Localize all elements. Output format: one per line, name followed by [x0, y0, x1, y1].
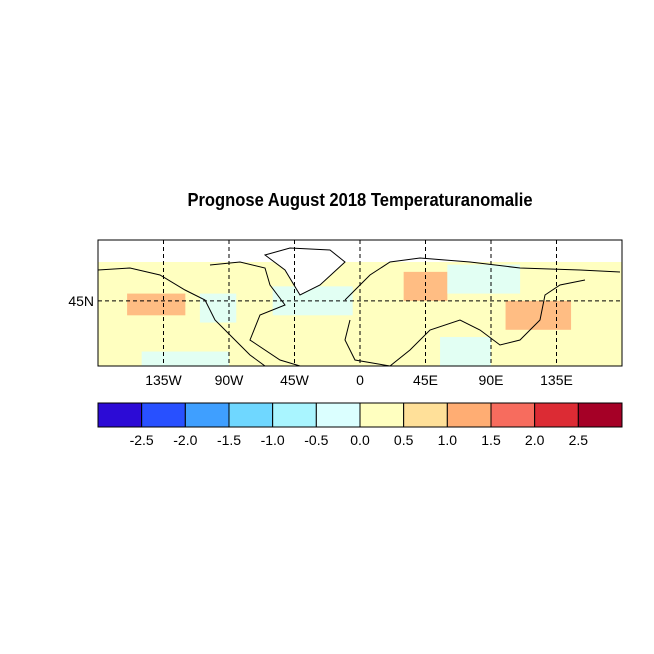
x-tick-label: 45E — [413, 372, 438, 388]
colorbar-label: 1.5 — [481, 432, 501, 448]
colorbar-label: -1.5 — [217, 432, 241, 448]
colorbar-label: 2.5 — [569, 432, 589, 448]
colorbar-swatch — [272, 402, 317, 428]
anomaly-region — [141, 351, 229, 366]
colorbar-swatch — [359, 402, 405, 428]
x-tick-label: 90E — [479, 372, 504, 388]
x-tick-label: 90W — [215, 372, 245, 388]
anomaly-region — [447, 264, 521, 294]
y-tick-label: 45N — [68, 293, 94, 309]
colorbar-swatch — [403, 402, 448, 428]
colorbar-swatch — [228, 402, 274, 428]
greenland-outline — [263, 247, 346, 296]
colorbar-label: 0.0 — [350, 432, 370, 448]
colorbar-swatch — [577, 402, 623, 428]
x-tick-label: 0 — [356, 372, 364, 388]
x-tick-label: 45W — [280, 372, 310, 388]
colorbar-label: 0.5 — [394, 432, 414, 448]
colorbar-label: -2.5 — [130, 432, 154, 448]
colorbar-swatch — [446, 402, 492, 428]
chart-title: Prognose August 2018 Temperaturanomalie — [187, 190, 533, 210]
x-tick-label: 135E — [540, 372, 573, 388]
anomaly-region — [199, 293, 237, 323]
map-frame — [97, 239, 623, 367]
x-tick-label: 135W — [145, 372, 182, 388]
anomaly-region — [440, 337, 491, 366]
colorbar-swatch — [141, 402, 186, 428]
colorbar-label: 2.0 — [525, 432, 545, 448]
colorbar-label: -2.0 — [173, 432, 197, 448]
anomaly-region — [127, 293, 186, 316]
colorbar-swatch — [315, 402, 361, 428]
map-panel — [98, 240, 622, 366]
colorbar-label: -1.0 — [261, 432, 285, 448]
colorbar — [97, 402, 623, 428]
anomaly-region — [505, 300, 572, 330]
colorbar-swatch — [534, 402, 579, 428]
colorbar-swatch — [490, 402, 536, 428]
colorbar-swatch — [97, 402, 143, 428]
colorbar-swatch — [184, 402, 230, 428]
colorbar-label: -0.5 — [304, 432, 328, 448]
colorbar-label: 1.0 — [438, 432, 458, 448]
anomaly-region — [272, 286, 353, 316]
